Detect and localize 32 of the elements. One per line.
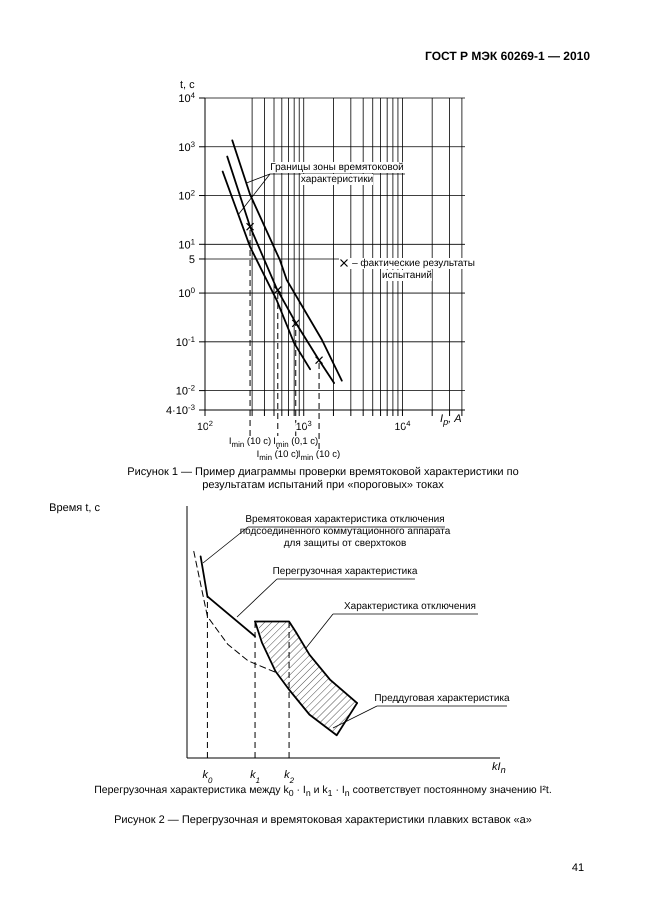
x-tick-label: k$_{2}$ (284, 769, 295, 784)
y-tick-label: 5 (188, 254, 195, 266)
y-tick-label: 10$^{2}$ (178, 188, 195, 203)
legend-label: – фактические результаты испытаний (352, 258, 475, 281)
y-tick-label: 10$^{-1}$ (176, 334, 196, 349)
text: Характеристика отключения (344, 601, 476, 612)
annotation: Границы зоны времятоковой характеристики (270, 162, 404, 185)
text: ГОСТ Р МЭК 60269-1 — 2010 (425, 49, 590, 63)
ref-line-label: I$_{min}$ (10 с) (298, 449, 340, 462)
ref-line-label: I$_{min}$ (10 с) (228, 436, 272, 449)
text: Перегрузочная характеристика (272, 566, 418, 577)
text: Рисунок 2 — Перегрузочная и времятоковая характеристики плавких вставок «а» (114, 814, 532, 826)
x-tick-label: 10$^{3}$ (296, 418, 312, 433)
x-tick-label: k$_{1}$ (250, 769, 260, 784)
y-tick-label: 10$^{4}$ (178, 90, 196, 105)
x-axis-title: kI$_{n}$ (492, 761, 506, 776)
ref-line-label: I$_{min}$ (0,1 с) (273, 436, 318, 449)
text: Перегрузочная характеристика между k$_{0}$ · I$_{n}$ и k$_{1}$ · I$_{n}$ соответствует постоянному значению I²t. (94, 784, 552, 798)
y-axis-title: Время t, с (49, 502, 100, 514)
y-axis-title: t, с (180, 79, 195, 91)
text: 41 (572, 862, 584, 874)
y-tick-label: 10$^{1}$ (178, 236, 196, 252)
y-tick-label: 10$^{3}$ (178, 139, 196, 154)
y-tick-label: 10$^{0}$ (178, 286, 196, 300)
x-tick-label: 10$^{2}$ (197, 418, 213, 433)
y-tick-label: 10$^{-2}$ (176, 383, 195, 398)
text: Рисунок 1 — Пример диаграммы проверки времятоковой характеристики по результатам испытаний при «пороговых» токах (127, 466, 519, 492)
series-label: Преддуговая характеристика (374, 693, 510, 704)
text: Времятоковая характеристика отключения подсоединенного коммутационного аппарата для защиты от сверхтоков (240, 514, 450, 549)
x-tick-label: k$_{0}$ (202, 769, 213, 784)
x-axis-title: I$_{p}$, А (440, 413, 462, 428)
y-tick-label: 4·10$^{-3}$ (166, 402, 196, 417)
